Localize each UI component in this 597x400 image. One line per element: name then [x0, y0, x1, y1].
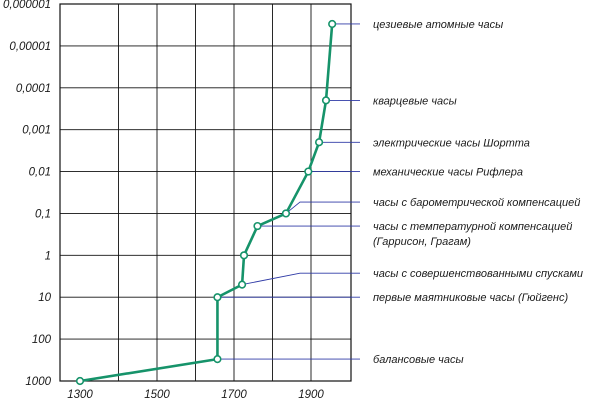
annotation-label: часы с совершенствованными спусками [373, 268, 583, 280]
grid [59, 3, 352, 382]
annotation-label: механические часы Рифлера [373, 167, 523, 179]
y-tick-label: 100 [32, 334, 52, 346]
y-tick-label: 0,01 [29, 167, 51, 179]
annotation-label: кварцевые часы [373, 95, 457, 107]
plot-frame [59, 3, 352, 382]
data-point [314, 138, 324, 147]
data-point [321, 96, 331, 105]
y-tick-label: 0,001 [22, 125, 51, 137]
data-point [281, 209, 291, 218]
y-tick-label: 1 [45, 250, 51, 262]
annotation-labels: балансовые часы первые маятниковые часы (… [373, 19, 583, 366]
annotation-label: балансовые часы [373, 354, 464, 366]
annotation-leader [285, 201, 360, 214]
annotation-label: цезиевые атомные часы [373, 19, 503, 31]
series-line [79, 23, 334, 383]
series-clock-accuracy [75, 19, 337, 386]
annotation-label: электрические часы Шортта [373, 137, 530, 149]
data-point [75, 376, 85, 386]
annotation-label: первые маятниковые часы (Гюйгенс) [373, 292, 568, 304]
y-tick-label: 10 [38, 292, 51, 304]
x-tick-label: 1500 [144, 389, 170, 400]
y-tick-label: 0,000001 [3, 0, 51, 11]
data-point [239, 251, 249, 260]
x-tick-labels: 1300 1500 1700 1900 [67, 389, 324, 400]
annotation-label: часы с температурной компенсацией [373, 221, 572, 233]
annotation-leaders [217, 23, 360, 360]
x-tick-label: 1300 [67, 389, 93, 400]
data-point [328, 19, 337, 29]
y-tick-label: 1000 [25, 376, 51, 388]
y-tick-labels: 0,000001 0,00001 0,0001 0,001 0,01 0,1 1 10 100 1… [3, 0, 52, 388]
data-point [237, 280, 247, 289]
annotation-leader [241, 272, 360, 286]
data-point [213, 354, 222, 364]
annotation-label-line2: (Гаррисон, Грагам) [373, 236, 471, 248]
x-tick-label: 1700 [221, 389, 247, 400]
data-point [213, 293, 222, 302]
x-tick-label: 1900 [298, 389, 324, 400]
y-tick-label: 0,00001 [9, 41, 51, 53]
data-point [304, 167, 313, 176]
y-tick-label: 0,1 [35, 208, 51, 220]
y-tick-label: 0,0001 [16, 83, 51, 95]
annotation-label: часы с барометрической компенсацией [373, 197, 580, 209]
data-point [253, 221, 262, 231]
